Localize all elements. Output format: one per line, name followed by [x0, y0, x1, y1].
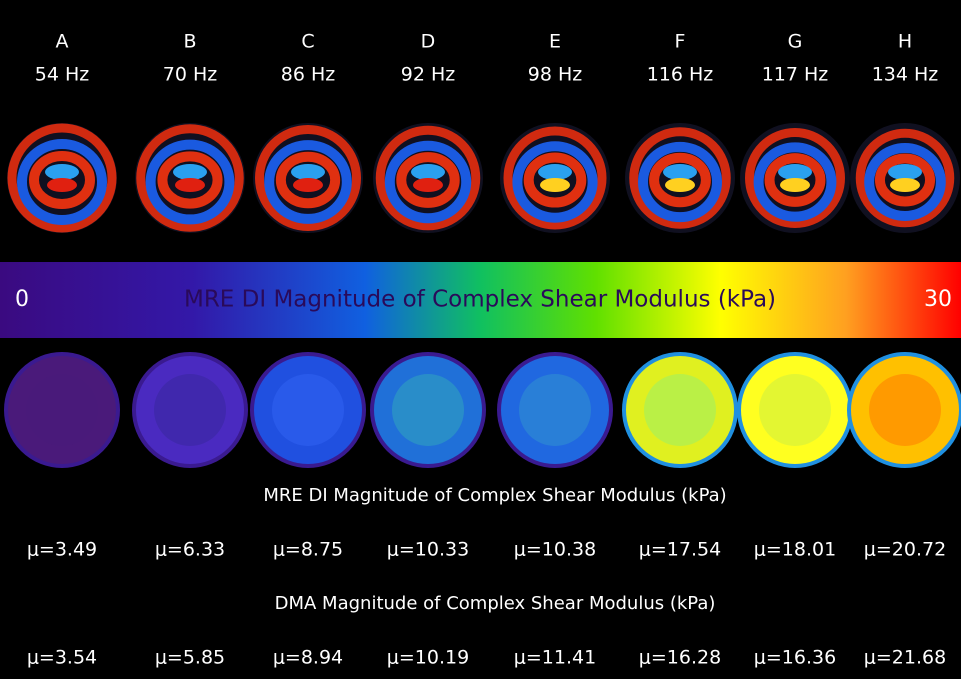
mre-value: μ=10.38 — [514, 539, 596, 561]
wave-core — [780, 178, 810, 192]
wave-core — [663, 164, 697, 180]
panel-frequency: 116 Hz — [647, 64, 714, 86]
dma-value: μ=16.28 — [639, 647, 721, 669]
wave-core — [665, 178, 695, 192]
panel-frequency: 117 Hz — [762, 64, 829, 86]
mre-value: μ=20.72 — [864, 539, 946, 561]
colorbar-title: MRE DI Magnitude of Complex Shear Modulu… — [184, 287, 776, 313]
dma-value: μ=16.36 — [754, 647, 836, 669]
wave-core — [45, 164, 79, 180]
wave-core — [538, 164, 572, 180]
mre-value: μ=17.54 — [639, 539, 721, 561]
wave-core — [778, 164, 812, 180]
wave-core — [47, 178, 77, 192]
wave-core — [173, 164, 207, 180]
wave-core — [540, 178, 570, 192]
stiffness-inner — [26, 374, 98, 446]
panel-letter: B — [183, 31, 196, 53]
stiffness-inner — [759, 374, 831, 446]
mre-value: μ=8.75 — [273, 539, 343, 561]
stiffness-inner — [392, 374, 464, 446]
panels: A 54 Hz μ=3.49 μ=3.54 B 70 Hz μ=6.33 μ=5.85 C 86 … — [6, 31, 961, 669]
stiffness-inner — [644, 374, 716, 446]
panel-letter: H — [898, 31, 912, 53]
figure: 0 30 MRE DI Magnitude of Complex Shear M… — [0, 0, 961, 679]
stiffness-inner — [272, 374, 344, 446]
panel-letter: C — [301, 31, 314, 53]
mre-row-title: MRE DI Magnitude of Complex Shear Modulu… — [263, 485, 726, 506]
stiffness-inner — [869, 374, 941, 446]
wave-core — [888, 164, 922, 180]
panel-letter: D — [421, 31, 436, 53]
dma-value: μ=3.54 — [27, 647, 97, 669]
wave-core — [890, 178, 920, 192]
panel-letter: A — [56, 31, 69, 53]
mre-value: μ=6.33 — [155, 539, 225, 561]
dma-row-title: DMA Magnitude of Complex Shear Modulus (… — [275, 593, 716, 614]
panel-frequency: 70 Hz — [163, 64, 218, 86]
panel-frequency: 86 Hz — [281, 64, 336, 86]
panel-frequency: 98 Hz — [528, 64, 583, 86]
wave-core — [413, 178, 443, 192]
panel-frequency: 134 Hz — [872, 64, 939, 86]
wave-core — [411, 164, 445, 180]
wave-core — [291, 164, 325, 180]
page: {"colorbar": {"min": "0", "max": "30", "… — [0, 0, 961, 679]
colorbar-max: 30 — [924, 287, 952, 312]
wave-core — [175, 178, 205, 192]
panel-letter: F — [675, 31, 686, 53]
dma-value: μ=5.85 — [155, 647, 225, 669]
wave-core — [293, 178, 323, 192]
mre-value: μ=3.49 — [27, 539, 97, 561]
panel-frequency: 54 Hz — [35, 64, 90, 86]
dma-value: μ=8.94 — [273, 647, 343, 669]
dma-value: μ=11.41 — [514, 647, 596, 669]
colorbar-min: 0 — [15, 287, 29, 312]
mre-value: μ=18.01 — [754, 539, 836, 561]
mre-value: μ=10.33 — [387, 539, 469, 561]
dma-value: μ=10.19 — [387, 647, 469, 669]
dma-value: μ=21.68 — [864, 647, 946, 669]
panel-frequency: 92 Hz — [401, 64, 456, 86]
stiffness-inner — [154, 374, 226, 446]
panel-letter: G — [788, 31, 803, 53]
stiffness-inner — [519, 374, 591, 446]
panel-letter: E — [549, 31, 561, 53]
